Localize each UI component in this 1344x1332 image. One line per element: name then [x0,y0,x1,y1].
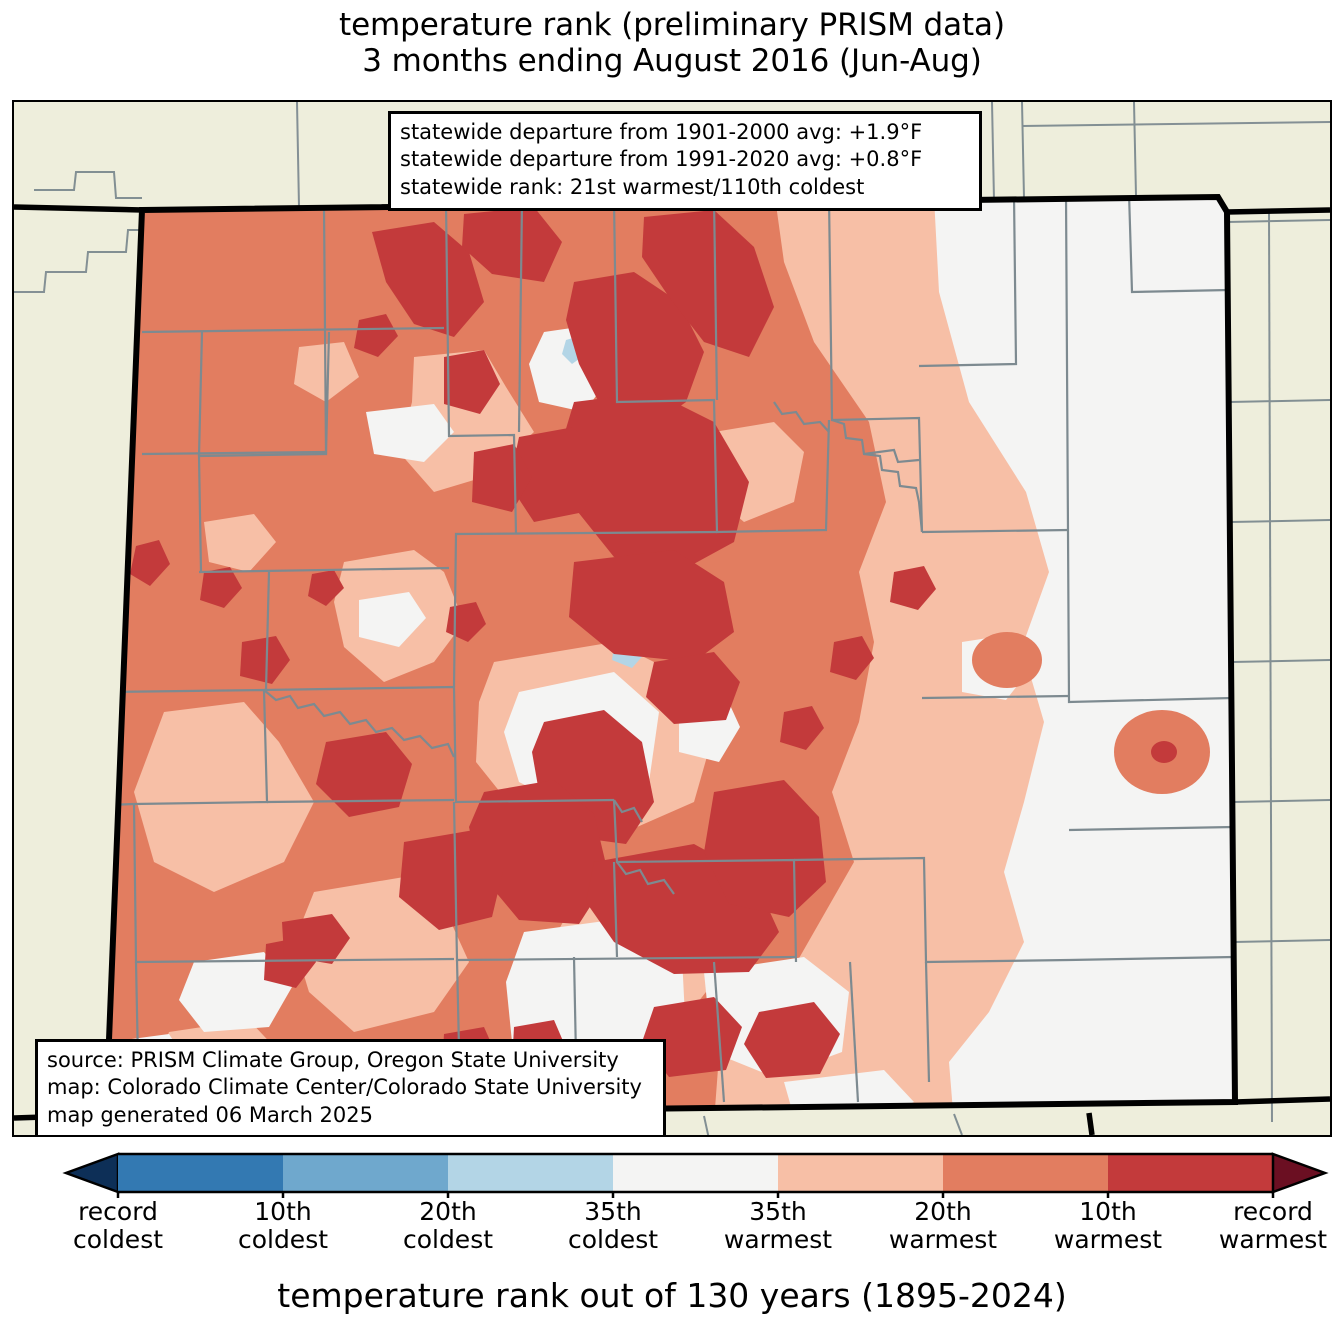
source-line-3: map generated 06 March 2025 [47,1102,374,1127]
colorbar-label-10th-coldest: 10th coldest [188,1197,378,1255]
contour-band-10th-record-warmest [130,207,936,1078]
colorbar-label-record-warmest: record warmest [1178,1197,1344,1255]
colorbar-extend-warm [1271,1152,1329,1194]
colorbar-label-6-bottom: warmest [1053,1225,1163,1255]
colorbar-band-2 [283,1154,448,1192]
page-title: temperature rank (preliminary PRISM data… [0,7,1344,80]
colorbar-label-5-bottom: warmest [888,1225,998,1255]
stats-line-1: statewide departure from 1901-2000 avg: … [400,120,923,144]
colorbar-label-6-top: 10th [1079,1197,1137,1226]
colorbar-label-3-top: 35th [584,1197,642,1226]
colorbar-label-10th-warmest: 10th warmest [1013,1197,1203,1255]
colorbar-label-4-top: 35th [749,1197,807,1226]
colorbar-tick-labels: record coldest 10th coldest 20th coldest… [0,1197,1344,1266]
colorbar-label-0-top: record [78,1197,158,1226]
colorbar-label-0-bottom: coldest [72,1225,164,1255]
colorbar-label-35th-coldest: 35th coldest [518,1197,708,1255]
colorbar-label-1-top: 10th [254,1197,312,1226]
colorbar-label-2-bottom: coldest [402,1225,494,1255]
colorado-state-border [102,193,1239,1119]
stats-line-2: statewide departure from 1991-2020 avg: … [400,147,923,172]
colorbar-ticks [116,1192,1275,1198]
colorado-temperature-rank-map [14,102,1330,1135]
colorbar-label-7-bottom: warmest [1218,1225,1328,1255]
colorbar-label-5-top: 20th [914,1197,972,1226]
colorbar [0,1148,1344,1198]
colorbar-extend-cold [62,1152,120,1194]
map-panel: statewide departure from 1901-2000 avg: … [12,100,1332,1137]
colorbar-label-1-bottom: coldest [237,1225,329,1255]
colorbar-label-20th-warmest: 20th warmest [848,1197,1038,1255]
colorbar-band-3 [448,1154,613,1192]
colorbar-label-2-top: 20th [419,1197,477,1226]
colorbar-label-35th-warmest: 35th warmest [683,1197,873,1255]
title-line-2: 3 months ending August 2016 (Jun-Aug) [362,42,982,79]
source-line-2: map: Colorado Climate Center/Colorado St… [47,1075,642,1100]
title-line-1: temperature rank (preliminary PRISM data… [339,7,1005,43]
stats-line-3: statewide rank: 21st warmest/110th colde… [400,174,865,199]
colorbar-band-7 [1108,1154,1273,1192]
colorbar-band-6 [943,1154,1108,1192]
colorbar-band-4 [613,1154,778,1192]
contour-fill-layer [106,197,1235,1115]
source-line-1: source: PRISM Climate Group, Oregon Stat… [47,1048,619,1072]
colorbar-label-7-top: record [1233,1197,1313,1226]
colorbar-band-1 [118,1154,283,1192]
colorbar-label-20th-coldest: 20th coldest [353,1197,543,1255]
colorbar-label-record-coldest: record coldest [23,1197,213,1255]
source-attribution-box: source: PRISM Climate Group, Oregon Stat… [35,1039,666,1135]
eastern-plains-bullseye [972,632,1210,794]
colorbar-caption: temperature rank out of 130 years (1895-… [277,1276,1067,1315]
colorbar-label-3-bottom: coldest [567,1225,659,1255]
statewide-stats-box: statewide departure from 1901-2000 avg: … [388,111,982,211]
colorado-county-lines [108,197,1235,1111]
colorbar-label-4-bottom: warmest [723,1225,833,1255]
colorbar-swatches [62,1152,1329,1198]
colorbar-band-5 [778,1154,943,1192]
